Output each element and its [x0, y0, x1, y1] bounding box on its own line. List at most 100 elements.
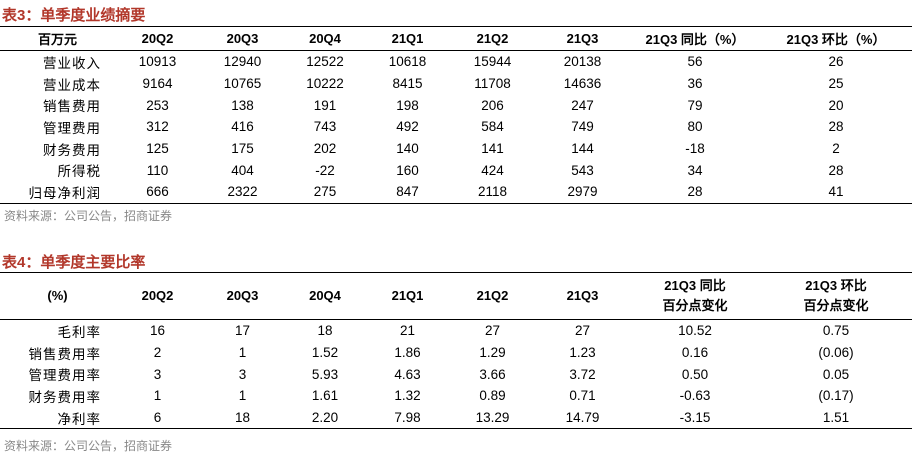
header-text: 20Q2: [141, 31, 174, 46]
table-header: 百万元 20Q2 20Q3 20Q4 21Q1 21Q2 21Q3 21Q3 同比（%） 21Q…: [0, 26, 912, 51]
cell: 141: [481, 141, 504, 157]
cell: 2118: [450, 181, 535, 204]
table-row: 管理费用 312 416 743 492 584 749 80 28: [0, 116, 912, 138]
header-text: 21Q2: [476, 31, 509, 46]
header-text: 20Q3: [226, 31, 259, 46]
cell: 110: [146, 162, 169, 178]
header-text: 21Q3: [566, 31, 599, 46]
cell: 138: [231, 97, 254, 113]
cell: 1: [238, 388, 247, 404]
header-cell: (%): [0, 272, 115, 320]
header-cell: 21Q3 同比（%）: [630, 26, 760, 51]
row-label: 管理费用率: [28, 368, 101, 384]
header-row: (%) 20Q2 20Q3 20Q4 21Q1 21Q2 21Q3 21Q3 同比 百分点变化 2…: [0, 272, 912, 320]
row-label: 所得税: [57, 164, 101, 180]
table-title: 表3：单季度业绩摘要: [2, 7, 146, 24]
header-cell: 20Q2: [115, 272, 200, 320]
header-text: 21Q3 环比: [805, 278, 867, 293]
cell: 1: [238, 345, 247, 361]
row-label: 管理费用: [43, 120, 101, 136]
cell: 125: [146, 141, 169, 157]
header-cell: 21Q1: [365, 26, 450, 51]
table-row: 财务费用率 1 1 1.61 1.32 0.89 0.71 -0.63 (0.17): [0, 385, 912, 407]
header-text: 百分点变化: [662, 298, 728, 313]
cell: 1.29: [479, 345, 506, 361]
cell: 0.50: [681, 366, 709, 382]
cell: 1.52: [311, 345, 339, 361]
row-label: 营业成本: [43, 77, 101, 93]
cell: 79: [687, 97, 703, 113]
row-label: 毛利率: [57, 324, 101, 340]
cell: 15944: [473, 54, 512, 70]
row-label: 归母净利润: [0, 181, 115, 204]
cell: 41: [760, 181, 912, 204]
source-note: 资料来源：公司公告，招商证券: [4, 439, 173, 453]
header-cell: 21Q3: [535, 272, 630, 320]
cell: -3.15: [630, 406, 760, 430]
cell: 10.52: [678, 323, 712, 339]
table-row: 归母净利润 666 2322 275 847 2118 2979 28 41: [0, 181, 912, 204]
cell: 543: [571, 162, 594, 178]
header-cell: 21Q2: [450, 26, 535, 51]
cell: 247: [571, 97, 594, 113]
cell: 175: [231, 141, 254, 157]
cell: 1: [153, 388, 162, 404]
cell: 20138: [563, 54, 602, 70]
header-text: 21Q3 环比（%）: [786, 32, 886, 47]
cell: 2: [832, 141, 840, 157]
header-text: 20Q3: [226, 288, 259, 303]
cell: 21: [399, 323, 416, 339]
header-cell: 20Q4: [285, 272, 365, 320]
header-cell: 21Q2: [450, 272, 535, 320]
cell: 1.23: [569, 345, 596, 361]
cell: 10618: [388, 54, 427, 70]
cell: -22: [315, 162, 335, 178]
cell: 14.79: [535, 406, 630, 430]
cell: 34: [687, 162, 703, 178]
cell: (0.17): [818, 388, 854, 404]
header-text: 百万元: [37, 32, 77, 47]
cell: 4.63: [394, 366, 421, 382]
header-text: (%): [47, 288, 68, 303]
cell: 847: [365, 181, 450, 204]
cell: 28: [828, 119, 844, 135]
cell: 28: [828, 162, 844, 178]
cell: 416: [231, 119, 254, 135]
cell: 1.86: [394, 345, 421, 361]
cell: 206: [481, 97, 504, 113]
cell: 12940: [223, 54, 262, 70]
cell: 56: [687, 54, 703, 70]
cell: 36: [687, 76, 703, 92]
header-text: 21Q1: [391, 288, 424, 303]
cell: 5.93: [311, 366, 339, 382]
cell: 584: [481, 119, 504, 135]
cell: 80: [687, 119, 703, 135]
cell: 160: [396, 162, 419, 178]
cell: 11708: [474, 76, 511, 92]
table-row: 营业成本 9164 10765 10222 8415 11708 14636 36 25: [0, 73, 912, 95]
cell: 144: [571, 141, 594, 157]
cell: 3.72: [569, 366, 596, 382]
table-row: 财务费用 125 175 202 140 141 144 -18 2: [0, 138, 912, 160]
cell: 16: [149, 323, 166, 339]
header-text: 21Q3 同比: [664, 278, 726, 293]
cell: 13.29: [450, 406, 535, 430]
header-text: 21Q1: [391, 31, 424, 46]
cell: 14636: [563, 76, 602, 92]
table-header: (%) 20Q2 20Q3 20Q4 21Q1 21Q2 21Q3 21Q3 同比 百分点变化 2…: [0, 272, 912, 320]
header-cell: 20Q2: [115, 26, 200, 51]
cell: 3.66: [479, 366, 506, 382]
cell: 12522: [306, 54, 344, 70]
cell: 749: [571, 119, 594, 135]
cell: 0.89: [479, 388, 506, 404]
header-row: 百万元 20Q2 20Q3 20Q4 21Q1 21Q2 21Q3 21Q3 同比（%） 21Q…: [0, 26, 912, 51]
cell: 1.61: [311, 388, 339, 404]
cell: 140: [396, 141, 419, 157]
row-label: 财务费用率: [28, 389, 101, 405]
header-text: 21Q3 同比（%）: [645, 32, 745, 47]
row-label: 销售费用: [43, 99, 101, 115]
table-row: 销售费用 253 138 191 198 206 247 79 20: [0, 94, 912, 116]
cell: 312: [146, 119, 169, 135]
header-text: 20Q4: [309, 31, 341, 46]
cell: 0.05: [822, 366, 850, 382]
